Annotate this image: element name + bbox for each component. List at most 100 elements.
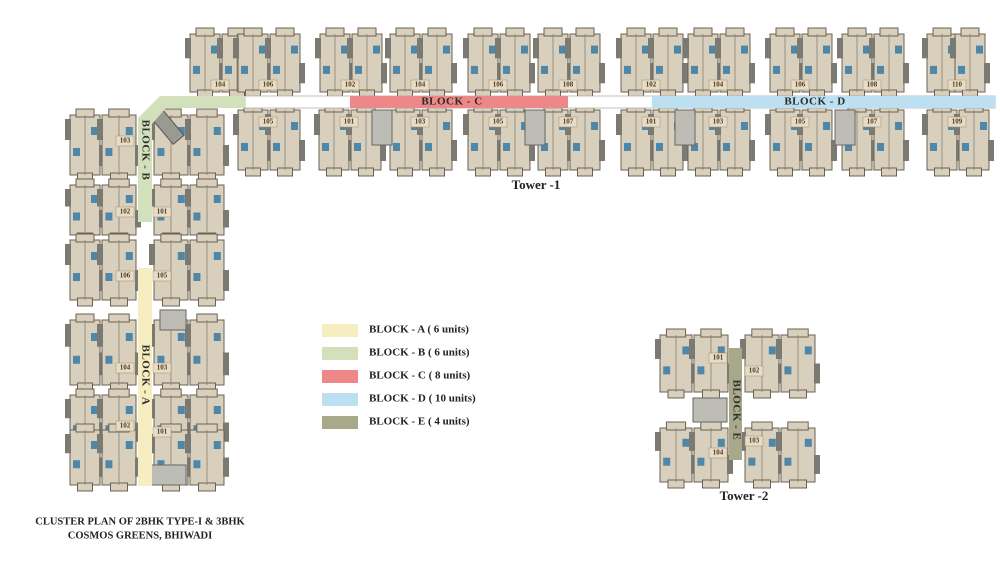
unit-number: 101 — [344, 118, 355, 126]
unit-number: 103 — [120, 137, 131, 145]
balcony — [347, 38, 353, 59]
balcony — [922, 38, 928, 59]
unit-number: 108 — [867, 81, 878, 89]
balcony — [223, 457, 229, 477]
unit-tag — [708, 447, 728, 459]
bath — [125, 406, 133, 414]
unit-number: 106 — [493, 81, 504, 89]
bath — [411, 45, 418, 54]
block-label: BLOCK - E — [730, 380, 742, 441]
unit-number: 107 — [563, 118, 574, 126]
bath — [656, 65, 663, 74]
bath — [177, 252, 185, 260]
balcony — [315, 38, 321, 59]
bath — [521, 45, 528, 54]
unit-tag — [115, 206, 135, 218]
unit-tag — [558, 79, 578, 91]
unit-tag — [790, 79, 810, 91]
bath — [663, 366, 671, 375]
bath — [91, 252, 98, 260]
balcony — [380, 140, 386, 161]
bath — [489, 45, 496, 54]
balcony — [599, 140, 605, 161]
bath — [125, 252, 133, 260]
bath — [804, 346, 812, 355]
unit-tag — [790, 116, 810, 128]
bath — [157, 460, 165, 469]
bath — [709, 45, 716, 54]
balcony — [903, 63, 909, 84]
unit-number: 102 — [749, 367, 760, 375]
bath — [91, 441, 98, 449]
balcony — [529, 63, 535, 84]
corridor — [729, 348, 742, 460]
legend-label: BLOCK - B ( 6 units) — [369, 347, 470, 359]
unit-tag — [115, 270, 135, 282]
unit-tag — [152, 362, 172, 374]
balcony — [185, 119, 191, 140]
balcony — [655, 432, 661, 451]
unit-tag — [410, 79, 430, 91]
balcony — [223, 270, 229, 291]
bath — [91, 127, 98, 135]
balcony — [765, 114, 771, 135]
balcony — [984, 63, 990, 84]
unit-tag — [947, 116, 967, 128]
bath — [73, 212, 80, 221]
bath — [768, 346, 776, 355]
legend-swatch — [322, 370, 358, 383]
balcony — [185, 38, 191, 59]
balcony — [740, 339, 746, 359]
stair-core — [524, 109, 546, 146]
balcony — [648, 38, 654, 59]
bath — [193, 65, 200, 74]
bath — [125, 333, 133, 341]
unit-number: 101 — [157, 208, 168, 216]
balcony — [65, 189, 71, 207]
bath — [976, 45, 983, 54]
balcony — [65, 244, 71, 265]
unit-tag — [152, 206, 172, 218]
bath — [73, 148, 80, 156]
bath — [323, 65, 330, 74]
caption: CLUSTER PLAN OF 2BHK TYPE-I & 3BHK — [35, 516, 245, 527]
legend-label: BLOCK - C ( 8 units) — [369, 370, 470, 382]
unit-number: 102 — [646, 81, 657, 89]
bath — [291, 45, 298, 54]
bath — [425, 65, 432, 74]
unit-number: 109 — [952, 118, 963, 126]
bath — [241, 65, 248, 74]
bath — [791, 45, 798, 54]
bath — [193, 460, 201, 469]
balcony — [715, 38, 721, 59]
unit-number: 104 — [713, 81, 724, 89]
corridor — [138, 268, 152, 486]
bath — [177, 406, 185, 414]
balcony — [599, 63, 605, 84]
unit-number: 105 — [795, 118, 806, 126]
bath — [723, 143, 730, 151]
bath — [471, 143, 478, 151]
balcony — [185, 189, 191, 207]
balcony — [223, 210, 229, 228]
unit-tag — [641, 79, 661, 91]
unit-number: 104 — [415, 81, 426, 89]
bath — [471, 65, 478, 74]
bath — [823, 122, 830, 130]
bath — [805, 65, 812, 74]
unit-number: 106 — [120, 272, 131, 280]
bath — [845, 143, 852, 151]
bath — [573, 143, 580, 151]
balcony — [814, 455, 820, 474]
bath — [748, 457, 756, 466]
balcony — [217, 38, 223, 59]
bath — [373, 45, 380, 54]
stair-core — [692, 397, 728, 423]
unit-number: 102 — [120, 208, 131, 216]
bath — [541, 65, 548, 74]
bath — [273, 65, 280, 74]
balcony — [922, 114, 928, 135]
bath — [225, 65, 232, 74]
bath — [193, 273, 201, 281]
unit-number: 102 — [345, 81, 356, 89]
